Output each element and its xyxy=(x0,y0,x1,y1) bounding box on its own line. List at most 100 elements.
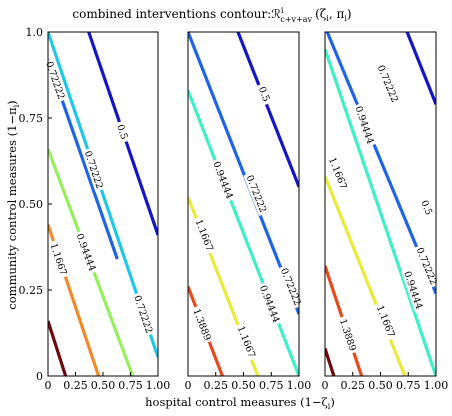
contour-label-group: 0.5 xyxy=(417,195,437,220)
contour-line-1.1667 xyxy=(325,175,407,376)
chart-title-args: (ζ xyxy=(315,7,327,21)
y-axis-label-end: ) xyxy=(5,100,19,105)
contour-label: 0.72222 xyxy=(244,174,269,215)
chart-title-args-end: ) xyxy=(347,7,352,21)
x-tick-label: 1.00 xyxy=(424,379,449,392)
contour-line-unlabeled xyxy=(325,347,336,376)
contour-label-background xyxy=(113,119,132,144)
x-axis-label-end: ) xyxy=(330,395,335,409)
contour-line-0.72222 xyxy=(188,32,299,315)
contour-label: 0.94444 xyxy=(210,160,234,201)
x-tick-label: 0.50 xyxy=(368,379,393,392)
contour-label: 1.1667 xyxy=(193,218,215,253)
contour-line-0.5 xyxy=(405,32,436,105)
contour-label-background xyxy=(336,314,360,355)
contour-line-0.94444 xyxy=(188,89,299,376)
chart-title-args-sub2: i xyxy=(344,14,347,23)
x-tick-label: 0.50 xyxy=(231,379,256,392)
chart-title: combined interventions contour:ℛi c+v+av(… xyxy=(72,6,351,24)
contour-label-background xyxy=(131,291,157,337)
contour-label: 0.72222 xyxy=(375,64,400,105)
contour-label-group: 0.72222 xyxy=(374,61,403,106)
contour-label-group: 0.94444 xyxy=(73,229,100,275)
y-axis-label-main: community control measures (1−π xyxy=(5,107,19,310)
contour-label: 0.72222 xyxy=(414,246,439,287)
y-tick-label: 0.50 xyxy=(19,198,44,211)
contour-label-background xyxy=(325,153,351,193)
y-tick-label: 0.75 xyxy=(19,112,44,125)
x-tick-label: 0.75 xyxy=(259,379,284,392)
contour-label-background xyxy=(234,321,260,362)
contour-label-background xyxy=(413,243,441,289)
contour-label: 0.94444 xyxy=(74,232,98,273)
y-tick-label: 1.0 xyxy=(26,26,44,39)
contour-label: 1.3889 xyxy=(190,307,212,342)
contour-label: 0.94444 xyxy=(401,270,424,311)
contour-label-background xyxy=(42,57,69,103)
contour-line-unlabeled xyxy=(48,320,68,376)
contour-label: 1.1667 xyxy=(235,324,257,359)
contour-label-background xyxy=(401,267,427,313)
y-axis-label-sub: i xyxy=(12,104,21,107)
contour-label-background xyxy=(256,281,284,327)
panel-3: 0.50.722220.722220.944440.944441.16671.1… xyxy=(322,31,449,392)
contour-label-group: 0.94444 xyxy=(210,157,237,203)
chart-title-args-sub1: i xyxy=(326,14,329,23)
contour-label-group: 1.3889 xyxy=(336,314,360,355)
contour-label-background xyxy=(190,304,215,345)
x-axis-label-sub: i xyxy=(328,402,331,411)
contour-label-group: 0.72222 xyxy=(243,171,271,216)
chart-title-subscript: c+v+av xyxy=(280,15,312,24)
x-tick-label: 0.25 xyxy=(63,379,88,392)
x-tick-label: 0.75 xyxy=(118,379,143,392)
x-tick-label: 0 xyxy=(45,379,52,392)
contour-label-group: 1.1667 xyxy=(373,301,399,341)
contour-label-background xyxy=(373,301,399,341)
contour-label: 0.5 xyxy=(256,85,272,103)
contour-label-background xyxy=(73,229,100,275)
contour-label-background xyxy=(47,239,71,279)
contour-label-background xyxy=(192,215,218,255)
contour-label-background xyxy=(243,171,271,216)
contour-label: 0.5 xyxy=(114,123,129,141)
contour-label-group: 0.94444 xyxy=(256,281,284,327)
x-axis-label-main: hospital control measures (1−ζ xyxy=(145,395,328,409)
contour-label-group: 0.72222 xyxy=(131,291,157,337)
contour-label-background xyxy=(352,102,378,148)
contour-label-background xyxy=(81,147,107,192)
contour-label-group: 1.1667 xyxy=(234,321,260,362)
x-tick-label: 0.25 xyxy=(204,379,229,392)
x-tick-label: 0 xyxy=(185,379,192,392)
x-tick-label: 0 xyxy=(322,379,329,392)
chart-title-args-mid: , π xyxy=(329,7,345,21)
chart-title-main: combined interventions contour:ℛ xyxy=(72,7,281,21)
contour-line-0.5 xyxy=(236,32,299,188)
x-axis-label: hospital control measures (1−ζi) xyxy=(145,395,335,411)
contour-label-group: 1.1667 xyxy=(47,239,71,279)
contour-label-group: 1.1667 xyxy=(192,215,218,255)
contour-label-group: 0.5 xyxy=(255,82,274,106)
contour-label: 0.94444 xyxy=(257,284,281,325)
contour-label-background xyxy=(417,195,437,220)
contour-label-group: 0.94444 xyxy=(401,267,427,313)
y-tick-label: 0 xyxy=(36,370,43,383)
contour-label-background xyxy=(374,61,403,106)
chart-title-superscript: i xyxy=(281,6,284,15)
contour-label: 0.72222 xyxy=(131,294,154,335)
contour-label: 0.5 xyxy=(418,199,434,217)
contour-label: 1.1667 xyxy=(374,304,397,339)
contour-label-background xyxy=(277,264,305,309)
contour-label-group: 0.5 xyxy=(113,119,132,144)
contour-label-group: 0.72222 xyxy=(277,264,305,309)
x-tick-label: 1.00 xyxy=(146,379,171,392)
x-tick-label: 1.00 xyxy=(287,379,312,392)
contour-label-background xyxy=(255,82,274,106)
y-axis-label: community control measures (1−πi) xyxy=(5,100,21,309)
contour-label-background xyxy=(210,157,237,203)
contour-line-0.94444 xyxy=(325,48,436,376)
panel-2: 0.50.722220.722220.944440.944441.16671.1… xyxy=(185,31,312,392)
x-tick-label: 0.75 xyxy=(396,379,421,392)
